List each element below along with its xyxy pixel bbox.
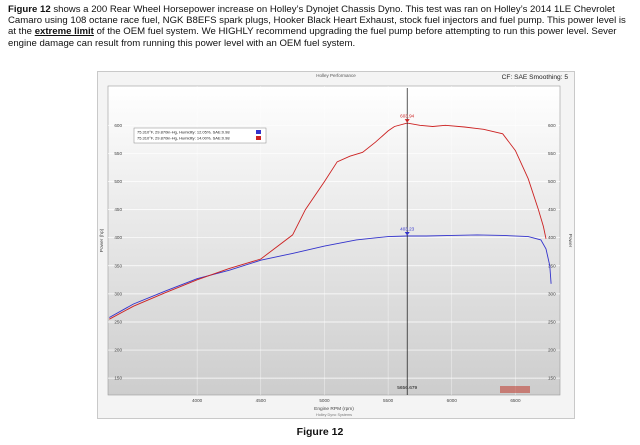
intro-paragraph: Figure 12 shows a 200 Rear Wheel Horsepo… <box>8 4 630 49</box>
correction-factor-note: CF: SAE Smoothing: 5 <box>501 74 568 81</box>
intro-text-2: of the OEM fuel system. We HIGHLY recomm… <box>8 26 617 49</box>
y-tick-label-right: 500 <box>548 179 556 184</box>
y-axis-label-right: Power <box>567 234 573 248</box>
intro-emphasis: extreme limit <box>34 26 94 38</box>
y-tick-label-left: 350 <box>114 263 122 268</box>
x-tick-label: 4000 <box>192 398 203 403</box>
y-tick-label-left: 250 <box>114 319 122 324</box>
x-tick-label: 6000 <box>447 398 458 403</box>
intro-text-1: shows a 200 Rear Wheel Horsepower increa… <box>8 4 626 38</box>
dynojet-logo <box>500 386 530 393</box>
figure-caption: Figure 12 <box>296 426 344 438</box>
y-tick-label-left: 150 <box>114 376 122 381</box>
y-tick-label-right: 250 <box>548 319 556 324</box>
y-tick-label-right: 400 <box>548 235 556 240</box>
y-tick-label-left: 450 <box>114 207 122 212</box>
x-tick-label: 5500 <box>383 398 394 403</box>
series-line-1 <box>109 234 552 318</box>
legend-swatch-2 <box>256 136 261 140</box>
y-tick-label-right: 300 <box>548 291 556 296</box>
y-tick-label-right: 350 <box>548 263 556 268</box>
y-tick-label-left: 200 <box>114 348 122 353</box>
chart-title: Holley Performance <box>316 73 356 78</box>
figure-reference: Figure 12 <box>8 4 51 15</box>
y-tick-label-right: 550 <box>548 151 556 156</box>
y-tick-label-right: 150 <box>548 376 556 381</box>
peak-value-label-2: 603.94 <box>400 114 414 119</box>
legend-box <box>133 127 267 144</box>
y-tick-label-left: 400 <box>114 235 122 240</box>
x-tick-label: 6500 <box>510 398 521 403</box>
y-tick-label-left: 550 <box>114 151 122 156</box>
series-line-2 <box>109 122 547 320</box>
cursor-marker-2 <box>404 119 410 123</box>
x-axis-sublabel: Holley Dyno Systems <box>316 413 352 417</box>
peak-value-label-1: 403.23 <box>400 227 414 232</box>
legend-entry-2: 75.310°F, 29.870in-Hg, Humidity: 14.00%,… <box>137 136 230 141</box>
cursor-value-label: 5656.679 <box>397 385 417 391</box>
y-tick-label-right: 600 <box>548 123 556 128</box>
x-axis-label: Engine RPM (rpm) <box>314 406 354 412</box>
y-tick-label-left: 300 <box>114 291 122 296</box>
y-tick-label-right: 200 <box>548 348 556 353</box>
cursor-marker-1 <box>404 232 410 236</box>
legend-entry-1: 75.310°F, 29.870in-Hg, Humidity: 12.05%,… <box>137 130 230 135</box>
x-tick-label: 5000 <box>319 398 330 403</box>
y-tick-label-left: 500 <box>114 179 122 184</box>
dyno-chart: Holley Performance CF: SAE Smoothing: 5 … <box>97 71 575 419</box>
dyno-plot: 150 150 200 200 250 250 300 300 350 350 400 400 450 4… <box>99 85 573 417</box>
y-tick-label-right: 450 <box>548 207 556 212</box>
x-tick-label: 4500 <box>256 398 267 403</box>
y-tick-label-left: 600 <box>114 123 122 128</box>
y-axis-label: Power (hp) <box>99 228 105 252</box>
legend-swatch-1 <box>256 130 261 134</box>
